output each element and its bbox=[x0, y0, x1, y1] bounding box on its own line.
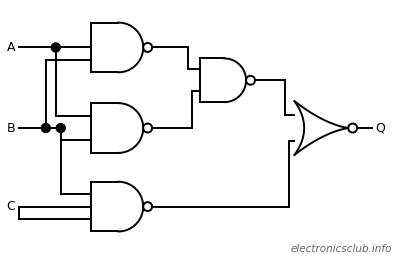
Circle shape bbox=[143, 124, 152, 133]
Circle shape bbox=[143, 202, 152, 211]
Text: Q: Q bbox=[375, 122, 385, 134]
Text: A: A bbox=[6, 41, 15, 54]
Circle shape bbox=[51, 43, 60, 52]
Text: C: C bbox=[6, 200, 15, 213]
Circle shape bbox=[348, 124, 357, 133]
Text: B: B bbox=[6, 122, 15, 134]
Circle shape bbox=[143, 43, 152, 52]
Circle shape bbox=[246, 76, 255, 85]
Circle shape bbox=[56, 124, 65, 133]
Circle shape bbox=[41, 124, 50, 133]
Text: electronicsclub.info: electronicsclub.info bbox=[291, 244, 392, 254]
